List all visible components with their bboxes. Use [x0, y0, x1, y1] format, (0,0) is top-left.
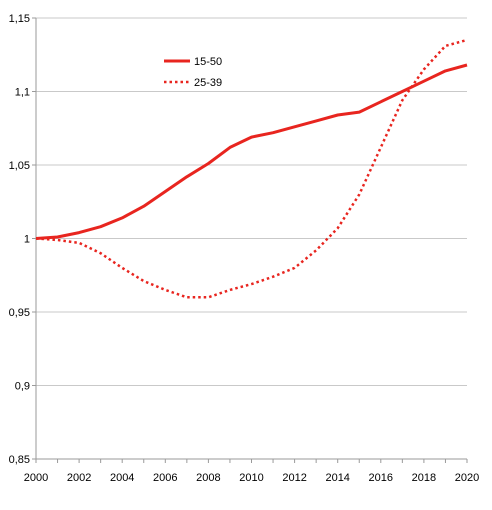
series-line-25-39 — [35, 38, 468, 299]
x-tick-label: 2012 — [282, 472, 306, 484]
x-tick-label: 2004 — [110, 472, 134, 484]
x-tick-label: 2020 — [455, 472, 479, 484]
x-tick-label: 2014 — [325, 472, 349, 484]
x-tick-label: 2000 — [24, 472, 48, 484]
x-tick-label: 2002 — [67, 472, 91, 484]
x-axis: 2000 2002 2004 2006 2008 2010 2012 2014 2016 2018… — [24, 458, 479, 484]
x-tick-label: 2008 — [196, 472, 220, 484]
y-tick-label: 1,05 — [9, 160, 30, 172]
series-group — [35, 38, 468, 299]
y-tick-label: 0,9 — [15, 381, 30, 393]
x-tick-label: 2016 — [369, 472, 393, 484]
legend-label-15-50: 15-50 — [194, 56, 222, 68]
x-tick-label: 2018 — [412, 472, 436, 484]
y-tick-label: 1 — [24, 234, 30, 246]
y-tick-label: 0,85 — [9, 454, 30, 466]
y-tick-label: 1,15 — [9, 13, 30, 25]
grid-lines — [36, 17, 467, 460]
x-tick-label: 2010 — [239, 472, 263, 484]
series-line-15-50 — [35, 63, 468, 240]
legend: 15-50 25-39 — [164, 56, 222, 89]
y-axis: 0,85 0,9 0,95 1 1,05 1,1 1,15 — [9, 13, 37, 466]
x-tick-label: 2006 — [153, 472, 177, 484]
y-tick-label: 0,95 — [9, 307, 30, 319]
legend-label-25-39: 25-39 — [194, 77, 222, 89]
y-tick-label: 1,1 — [15, 87, 30, 99]
